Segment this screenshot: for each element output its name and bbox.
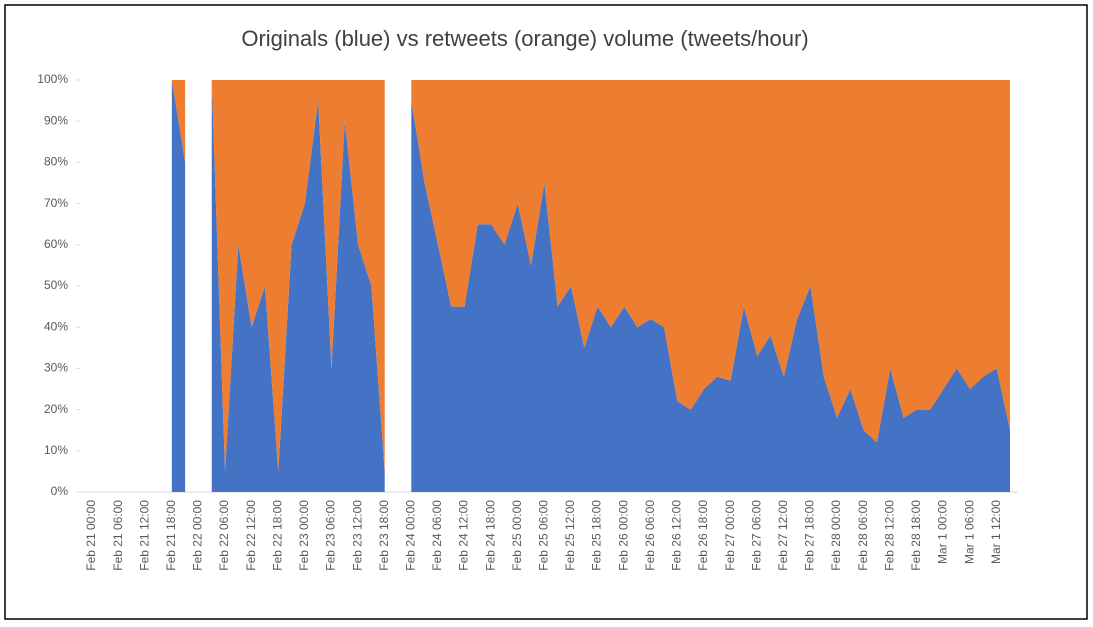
y-tick-label: 90%	[44, 113, 68, 127]
y-tick-label: 50%	[44, 278, 68, 292]
x-tick-label: Feb 22 00:00	[191, 500, 205, 571]
x-tick-label: Feb 22 18:00	[270, 500, 284, 571]
x-tick-label: Feb 21 00:00	[84, 500, 98, 571]
x-tick-label: Feb 23 06:00	[324, 500, 338, 571]
x-tick-label: Feb 27 12:00	[776, 500, 790, 571]
x-tick-label: Feb 26 12:00	[670, 500, 684, 571]
x-tick-label: Mar 1 12:00	[989, 500, 1003, 564]
y-tick-label: 100%	[37, 72, 68, 86]
x-tick-label: Feb 24 06:00	[430, 500, 444, 571]
y-tick-label: 40%	[44, 319, 68, 333]
area	[171, 80, 1011, 472]
x-tick-label: Feb 28 18:00	[909, 500, 923, 571]
y-tick-label: 20%	[44, 402, 68, 416]
y-tick-label: 70%	[44, 196, 68, 210]
x-tick-label: Feb 25 00:00	[510, 500, 524, 571]
x-tick-label: Feb 26 18:00	[696, 500, 710, 571]
x-tick-label: Feb 28 06:00	[856, 500, 870, 571]
y-tick-label: 30%	[44, 361, 68, 375]
x-tick-label: Feb 24 00:00	[403, 500, 417, 571]
x-tick-label: Feb 26 00:00	[616, 500, 630, 571]
x-tick-label: Mar 1 06:00	[962, 500, 976, 564]
x-tick-label: Feb 23 00:00	[297, 500, 311, 571]
x-tick-label: Feb 21 06:00	[111, 500, 125, 571]
x-tick-label: Feb 27 00:00	[723, 500, 737, 571]
x-tick-label: Feb 23 12:00	[350, 500, 364, 571]
x-tick-label: Feb 28 00:00	[829, 500, 843, 571]
x-tick-label: Feb 22 06:00	[217, 500, 231, 571]
x-tick-label: Feb 22 12:00	[244, 500, 258, 571]
x-tick-label: Feb 21 18:00	[164, 500, 178, 571]
x-tick-label: Feb 26 06:00	[643, 500, 657, 571]
y-tick-label: 10%	[44, 443, 68, 457]
area	[171, 80, 1011, 492]
chart-title: Originals (blue) vs retweets (orange) vo…	[241, 26, 808, 51]
x-tick-label: Feb 23 18:00	[377, 500, 391, 571]
x-tick-label: Feb 21 12:00	[137, 500, 151, 571]
y-tick-label: 0%	[51, 484, 69, 498]
x-tick-label: Feb 25 18:00	[590, 500, 604, 571]
y-tick-label: 80%	[44, 155, 68, 169]
x-tick-label: Feb 24 12:00	[457, 500, 471, 571]
x-tick-label: Feb 25 06:00	[537, 500, 551, 571]
x-tick-label: Feb 27 06:00	[749, 500, 763, 571]
y-tick-label: 60%	[44, 237, 68, 251]
x-tick-label: Mar 1 00:00	[936, 500, 950, 564]
x-tick-label: Feb 25 12:00	[563, 500, 577, 571]
x-tick-label: Feb 24 18:00	[483, 500, 497, 571]
x-tick-label: Feb 27 18:00	[803, 500, 817, 571]
x-tick-label: Feb 28 12:00	[882, 500, 896, 571]
